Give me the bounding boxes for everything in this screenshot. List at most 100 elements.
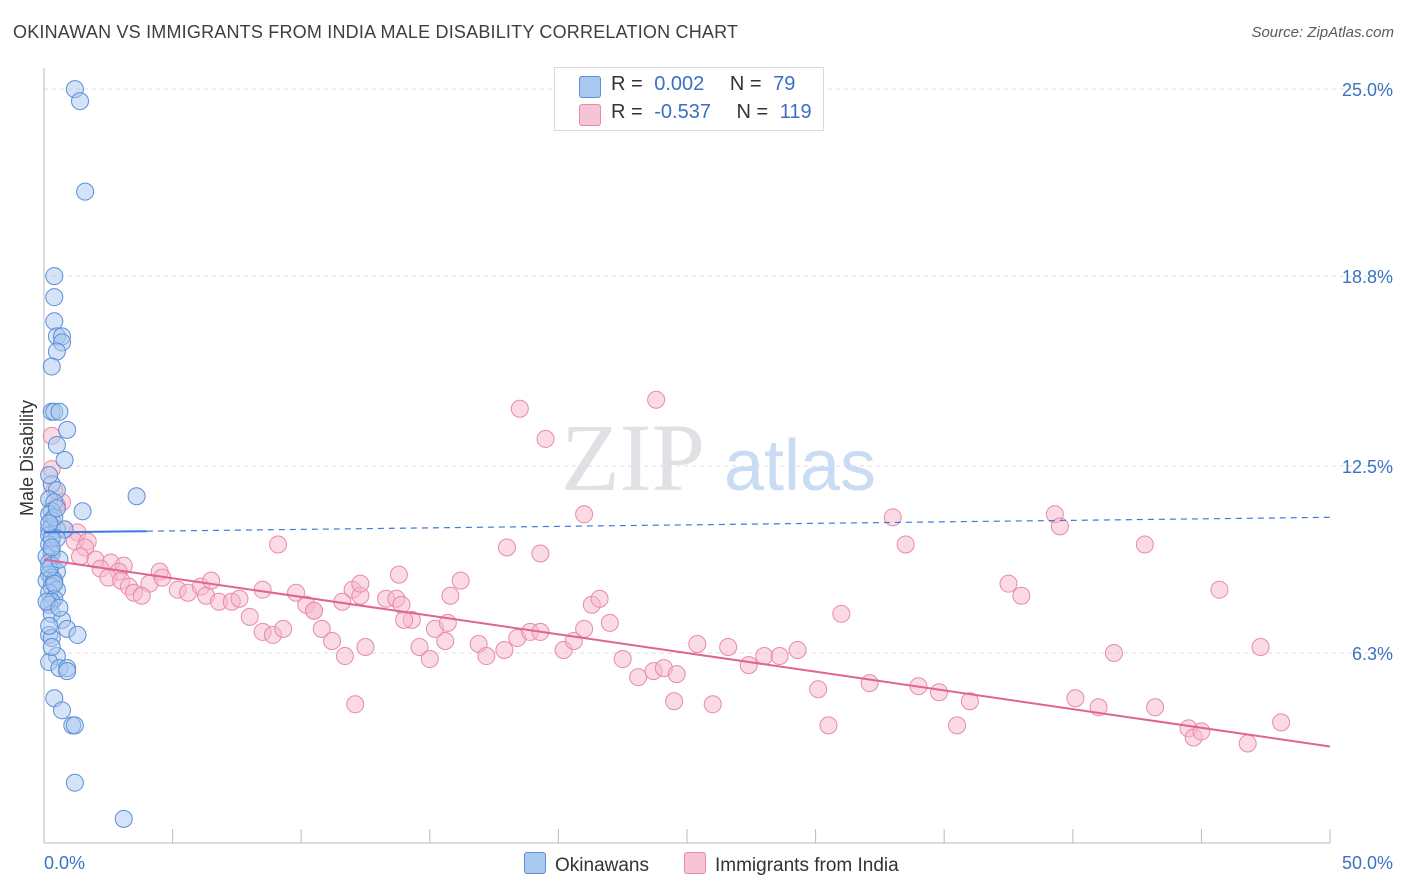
india-point xyxy=(346,695,365,714)
india-point xyxy=(71,547,90,566)
trend-lines xyxy=(43,516,1331,748)
india-r-value: -0.537 xyxy=(654,101,711,123)
watermark-zip: ZIP xyxy=(561,404,705,511)
india-point xyxy=(356,637,375,656)
y-tick-label-2: 18.8% xyxy=(1342,267,1393,287)
y-tick-label-3: 25.0% xyxy=(1342,80,1393,100)
india-point xyxy=(1210,580,1229,599)
okinawan-point xyxy=(68,625,87,644)
india-point xyxy=(1104,644,1123,663)
india-point xyxy=(1251,637,1270,656)
india-point xyxy=(230,589,249,608)
india-point xyxy=(1272,713,1291,732)
okinawan-point xyxy=(76,182,95,201)
okinawan-point xyxy=(47,499,66,518)
tick-labels: 6.3% 12.5% 18.8% 25.0% 0.0% 50.0% xyxy=(44,80,1393,873)
okinawan-point xyxy=(127,487,146,506)
india-point xyxy=(305,601,324,620)
axes xyxy=(43,68,1331,844)
india-point xyxy=(860,674,879,693)
india-point xyxy=(883,508,902,527)
india-point xyxy=(600,613,619,632)
india-point xyxy=(688,634,707,653)
india-point xyxy=(755,647,774,666)
bottom-india-label: Immigrants from India xyxy=(715,855,899,876)
okinawan-point xyxy=(58,420,77,439)
india-point xyxy=(930,683,949,702)
okinawan-trend-dashed xyxy=(146,516,1331,532)
bottom-india-swatch xyxy=(684,852,706,874)
india-point xyxy=(132,586,151,605)
okinawan-point xyxy=(55,451,74,470)
okinawan-point xyxy=(40,466,59,485)
okinawan-point xyxy=(73,502,92,521)
okinawan-n-value: 79 xyxy=(773,73,796,95)
okinawan-point xyxy=(42,357,61,376)
india-point xyxy=(1050,517,1069,536)
okinawan-point xyxy=(58,662,77,681)
correlation-legend: R = 0.002 N = 79 R = -0.537 N = 119 xyxy=(554,67,824,131)
india-point xyxy=(1012,586,1031,605)
india-point xyxy=(477,647,496,666)
india-point xyxy=(613,650,632,669)
india-point xyxy=(719,637,738,656)
india-point xyxy=(788,641,807,660)
okinawan-trend-solid xyxy=(43,530,147,534)
india-point xyxy=(510,399,529,418)
india-point xyxy=(819,716,838,735)
okinawan-r-label: R = xyxy=(611,73,643,95)
india-point xyxy=(1146,698,1165,717)
india-point xyxy=(495,641,514,660)
india-point xyxy=(323,631,342,650)
india-point xyxy=(896,535,915,554)
bottom-okinawan-label: Okinawans xyxy=(555,855,649,876)
india-r-label: R = xyxy=(611,101,643,123)
india-point xyxy=(629,668,648,687)
okinawan-point xyxy=(40,514,59,533)
india-point xyxy=(451,571,470,590)
okinawan-point xyxy=(71,92,90,111)
okinawan-point xyxy=(40,616,59,635)
india-point xyxy=(335,647,354,666)
series-okinawan-points xyxy=(37,80,146,828)
india-point xyxy=(436,631,455,650)
india-point xyxy=(575,619,594,638)
grid-lines xyxy=(44,88,1392,654)
india-point xyxy=(410,637,429,656)
okinawan-point xyxy=(53,701,72,720)
okinawan-point xyxy=(47,435,66,454)
india-point xyxy=(1238,734,1257,753)
india-point xyxy=(269,535,288,554)
watermark-atlas: atlas xyxy=(724,426,876,506)
india-trend-line xyxy=(43,558,1331,748)
india-point xyxy=(703,695,722,714)
y-tick-label-1: 12.5% xyxy=(1342,457,1393,477)
india-point xyxy=(351,574,370,593)
india-point xyxy=(312,619,331,638)
india-point xyxy=(497,538,516,557)
india-point xyxy=(240,607,259,626)
india-point xyxy=(770,647,789,666)
india-point xyxy=(590,589,609,608)
india-point xyxy=(647,390,666,409)
india-point xyxy=(389,565,408,584)
india-point xyxy=(1135,535,1154,554)
india-n-label: N = xyxy=(736,101,769,123)
india-point xyxy=(1192,722,1211,741)
okinawan-point xyxy=(45,574,64,593)
source-label: Source: ZipAtlas.com xyxy=(1251,24,1394,41)
india-point xyxy=(395,610,414,629)
india-point xyxy=(832,604,851,623)
okinawan-point xyxy=(45,267,64,286)
okinawan-point xyxy=(42,538,61,557)
bottom-legend-okinawan: Okinawans xyxy=(524,852,649,877)
india-point xyxy=(202,571,221,590)
india-point xyxy=(531,544,550,563)
india-point xyxy=(739,656,758,675)
okinawan-n-label: N = xyxy=(729,73,762,95)
india-swatch xyxy=(579,104,601,126)
okinawan-point xyxy=(42,637,61,656)
okinawan-swatch xyxy=(579,76,601,98)
y-tick-label-0: 6.3% xyxy=(1352,644,1393,664)
